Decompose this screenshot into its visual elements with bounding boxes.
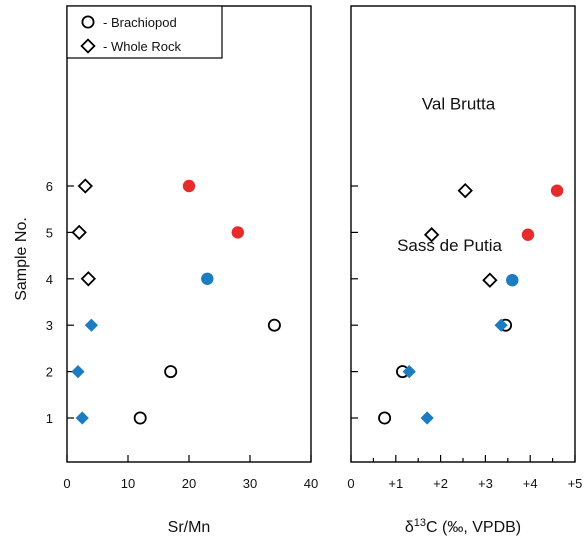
sr-mn-panel: 0 10 20 30 40 1 2 3 4 5 6 Sample No. Sr/Mn - Brachiop… — [13, 5, 318, 536]
data-point — [77, 178, 93, 194]
data-point — [164, 365, 178, 379]
plot-frame — [66, 5, 312, 463]
data-point — [402, 365, 416, 379]
y-axis-title: Sample No. — [13, 217, 30, 301]
data-point — [494, 318, 508, 332]
x-tick-label: +3 — [478, 476, 493, 491]
x-tick-label: +4 — [523, 476, 538, 491]
x-tick-label: 40 — [304, 476, 318, 491]
data-point — [420, 411, 434, 425]
data-point — [550, 184, 564, 197]
x-tick-label: 30 — [243, 476, 257, 491]
legend-entry: - Whole Rock — [103, 39, 182, 54]
d13c-panel: 0 +1 +2 +3 +4 +5 δ13C (‰, VPDB) Val Brutta Sass … — [347, 5, 583, 536]
data-point — [133, 411, 147, 425]
plot-frame — [350, 5, 576, 463]
data-point — [71, 224, 87, 241]
data-point — [378, 411, 392, 425]
legend-entry: - Brachiopod — [103, 15, 177, 30]
data-point — [80, 271, 97, 287]
x-axis-title: Sr/Mn — [168, 519, 211, 536]
data-point — [482, 272, 498, 288]
x-tick-label: +5 — [568, 476, 583, 491]
legend-marker — [80, 38, 96, 54]
data-point — [71, 365, 85, 379]
data-point — [75, 411, 89, 425]
legend-marker — [81, 15, 95, 29]
annotation-label: Sass de Putia — [397, 236, 502, 255]
data-point — [457, 182, 473, 199]
x-tick-label: +1 — [388, 476, 403, 491]
y-tick-label: 4 — [46, 272, 53, 287]
annotation-label: Val Brutta — [422, 94, 496, 113]
y-tick-label: 6 — [46, 179, 53, 194]
data-point — [423, 227, 440, 243]
data-point — [182, 179, 196, 193]
x-tick-label: 0 — [347, 476, 354, 491]
data-point — [231, 226, 244, 239]
data-point — [201, 272, 214, 285]
y-tick-label: 3 — [46, 318, 53, 333]
legend-box — [66, 5, 223, 59]
data-point — [521, 228, 535, 241]
x-axis-title: δ13C (‰, VPDB) — [405, 517, 521, 536]
x-tick-label: +2 — [433, 476, 448, 491]
data-point — [84, 318, 98, 332]
x-tick-label: 10 — [121, 476, 135, 491]
legend: - Brachiopod - Whole Rock — [66, 5, 223, 59]
y-tick-label: 2 — [46, 365, 53, 380]
x-tick-label: 0 — [63, 476, 70, 491]
data-point — [506, 273, 519, 287]
y-tick-label: 5 — [46, 225, 53, 240]
data-point — [267, 318, 281, 332]
x-tick-label: 20 — [182, 476, 196, 491]
y-tick-label: 1 — [46, 411, 53, 426]
